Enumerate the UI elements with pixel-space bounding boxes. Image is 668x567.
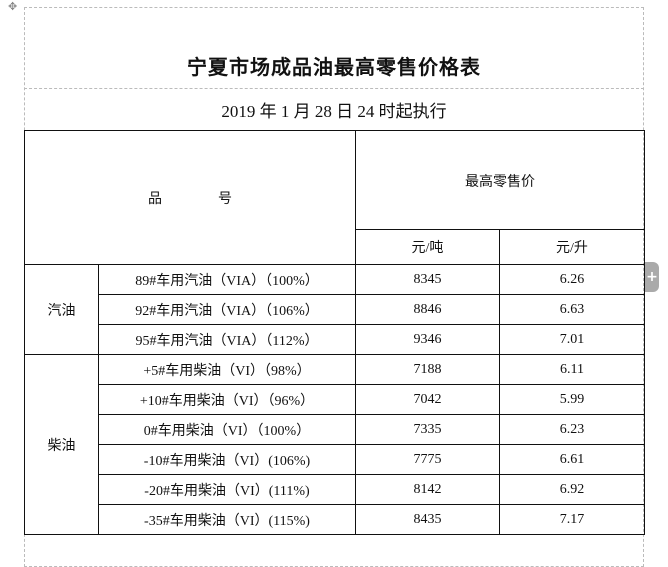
- table-row: -10#车用柴油（VI）(106%) 7775 6.61: [25, 444, 645, 475]
- category-cell: 汽油: [24, 264, 99, 355]
- price-per-ton-cell: 7042: [355, 384, 500, 415]
- product-cell: +5#车用柴油（VI）（98%）: [98, 354, 356, 385]
- table-row: 汽油 89#车用汽油（VIA）（100%） 8345 6.26: [24, 264, 645, 355]
- price-per-liter-cell: 6.26: [499, 264, 645, 295]
- unit-ton-header: 元/吨: [355, 229, 500, 265]
- price-per-ton-cell: 7775: [355, 444, 500, 475]
- move-handle-icon[interactable]: ✥: [8, 1, 18, 13]
- price-per-liter-cell: 7.01: [499, 324, 645, 355]
- price-per-ton-cell: 7335: [355, 414, 500, 445]
- price-per-liter-cell: 6.63: [499, 294, 645, 325]
- page-title: 宁夏市场成品油最高零售价格表: [24, 7, 644, 89]
- table-row: -20#车用柴油（VI）(111%) 8142 6.92: [25, 474, 645, 505]
- product-cell: 0#车用柴油（VI）（100%）: [98, 414, 356, 445]
- price-per-liter-cell: 6.23: [499, 414, 645, 445]
- table-row: 92#车用汽油（VIA）（106%） 8846 6.63: [25, 294, 645, 325]
- price-per-ton-cell: 8142: [355, 474, 500, 505]
- price-table: 品 号 最高零售价 元/吨 元/升 汽油 89#车用汽油（VIA）（100%） 83…: [24, 130, 645, 535]
- price-per-liter-cell: 5.99: [499, 384, 645, 415]
- unit-liter-header: 元/升: [499, 229, 645, 265]
- price-per-liter-cell: 6.11: [499, 354, 645, 385]
- price-per-ton-cell: 8345: [355, 264, 500, 295]
- table-row: 95#车用汽油（VIA）（112%） 9346 7.01: [25, 324, 645, 355]
- price-per-ton-cell: 7188: [355, 354, 500, 385]
- product-cell: -10#车用柴油（VI）(106%): [98, 444, 356, 475]
- plus-icon[interactable]: +: [645, 262, 659, 292]
- category-cell: 柴油: [24, 354, 99, 535]
- price-header: 最高零售价: [355, 130, 645, 230]
- price-per-liter-cell: 6.61: [499, 444, 645, 475]
- price-per-ton-cell: 9346: [355, 324, 500, 355]
- price-per-liter-cell: 7.17: [499, 504, 645, 535]
- price-per-ton-cell: 8435: [355, 504, 500, 535]
- table-row: 0#车用柴油（VI）（100%） 7335 6.23: [25, 414, 645, 445]
- header-row: 品 号 最高零售价: [24, 130, 645, 265]
- price-per-liter-cell: 6.92: [499, 474, 645, 505]
- effective-date: 2019 年 1 月 28 日 24 时起执行: [221, 102, 447, 121]
- product-cell: -35#车用柴油（VI）(115%): [98, 504, 356, 535]
- product-cell: -20#车用柴油（VI）(111%): [98, 474, 356, 505]
- table-row: +10#车用柴油（VI）（96%） 7042 5.99: [25, 384, 645, 415]
- product-cell: +10#车用柴油（VI）（96%）: [98, 384, 356, 415]
- product-cell: 92#车用汽油（VIA）（106%）: [98, 294, 356, 325]
- price-per-ton-cell: 8846: [355, 294, 500, 325]
- product-cell: 89#车用汽油（VIA）（100%）: [98, 264, 356, 295]
- unit-row: 元/吨 元/升: [25, 229, 645, 265]
- product-cell: 95#车用汽油（VIA）（112%）: [98, 324, 356, 355]
- table-row: -35#车用柴油（VI）(115%) 8435 7.17: [25, 504, 645, 535]
- table-row: 柴油 +5#车用柴油（VI）（98%） 7188 6.11: [24, 354, 645, 535]
- product-header: 品 号: [24, 130, 356, 265]
